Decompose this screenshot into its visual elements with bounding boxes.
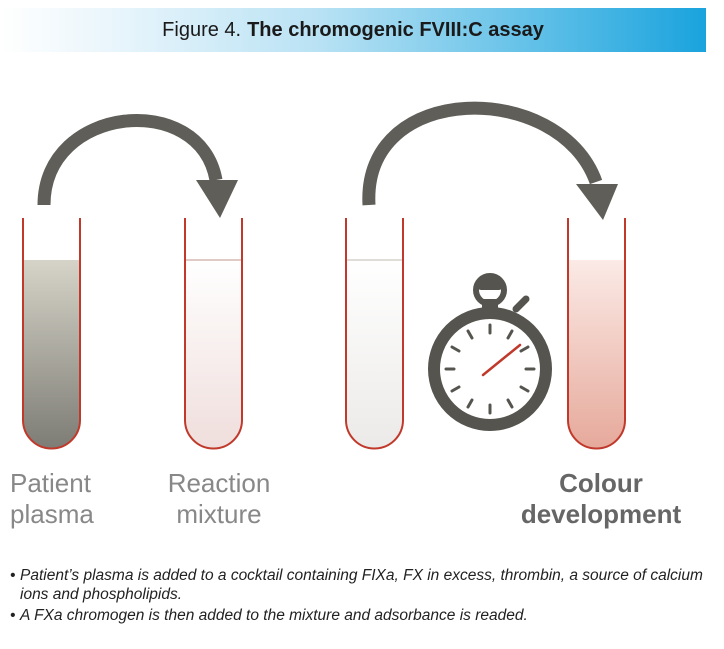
test-tube-icon — [345, 218, 404, 450]
figure-number: Figure 4. — [162, 18, 242, 41]
figure-title: The chromogenic FVIII:C assay — [247, 18, 544, 41]
bullet-icon: • — [10, 607, 16, 624]
tube-label-patient-plasma: Patient plasma — [10, 468, 94, 530]
note-item: • A FXa chromogen is then added to the m… — [10, 606, 710, 625]
curved-arrow-icon — [37, 114, 238, 218]
label-line: Colour — [559, 468, 643, 498]
label-line: Reaction — [167, 468, 271, 498]
tube-label-colour-development: Colour development — [518, 468, 684, 530]
label-line: mixture — [176, 499, 262, 529]
stopwatch-icon — [428, 273, 552, 431]
note-text: A FXa chromogen is then added to the mix… — [20, 607, 528, 624]
curved-arrow-icon — [362, 101, 618, 220]
label-line: plasma — [10, 499, 94, 529]
note-item: • Patient’s plasma is added to a cocktai… — [10, 566, 710, 604]
figure-header: Figure 4. The chromogenic FVIII:C assay — [0, 8, 706, 52]
label-line: Patient — [10, 468, 91, 498]
assay-diagram — [22, 101, 626, 450]
bullet-icon: • — [10, 567, 16, 584]
test-tube-icon — [22, 218, 81, 450]
test-tube-icon — [567, 218, 626, 450]
label-line: development — [520, 499, 682, 529]
note-text: Patient’s plasma is added to a cocktail … — [20, 567, 703, 603]
tube-label-reaction-mixture: Reaction mixture — [164, 468, 274, 530]
test-tube-icon — [184, 218, 243, 450]
notes-list: • Patient’s plasma is added to a cocktai… — [10, 566, 710, 625]
